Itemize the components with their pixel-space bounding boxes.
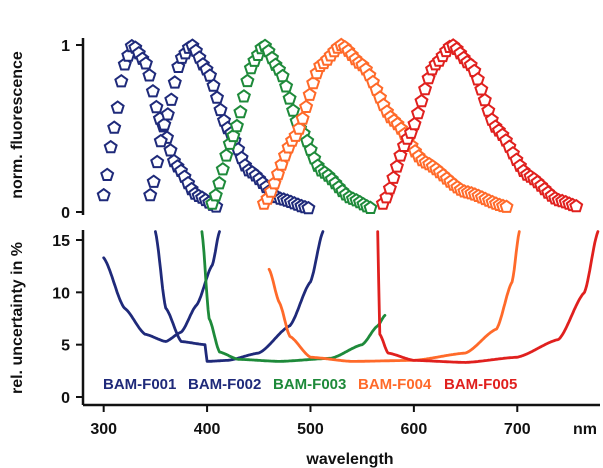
legend-label-bam-f005: BAM-F005 [444, 376, 517, 393]
spectrum-marker [146, 174, 161, 188]
spectrum-marker [236, 89, 251, 103]
spectrum-marker [393, 148, 408, 162]
spectrum-marker [212, 175, 227, 190]
spectrum-marker [301, 200, 316, 215]
spectrum-marker [418, 81, 433, 96]
spectrum-marker [302, 87, 317, 101]
bottom-y-tick-label: 5 [61, 338, 70, 355]
x-tick-label: 300 [90, 421, 117, 438]
spectrum-marker [306, 75, 321, 90]
spectrum-marker [414, 93, 429, 108]
legend-label-bam-f003: BAM-F003 [273, 376, 346, 393]
spectrum-marker [270, 166, 286, 181]
top-panel-ticks: 01 [61, 38, 83, 222]
legend-label-bam-f001: BAM-F001 [103, 376, 176, 393]
spectrum-marker [110, 100, 125, 114]
spectrum-marker [202, 68, 218, 82]
spectrum-marker [386, 170, 401, 184]
x-axis-title: wavelength [305, 451, 393, 468]
spectrum-marker [167, 75, 182, 89]
spectrum-marker [499, 199, 514, 213]
spectrum-marker [299, 99, 314, 113]
bottom-y-tick-label: 10 [52, 285, 70, 302]
spectrum-marker [292, 121, 307, 135]
spectrum-marker [206, 78, 221, 92]
spectrum-marker [233, 104, 248, 119]
spectrum-marker [477, 92, 492, 107]
spectrum-marker [150, 154, 165, 169]
spectrum-marker [389, 159, 404, 173]
spectrum-marker [382, 181, 397, 195]
spectrum-bam-f002 [143, 38, 316, 215]
top-y-tick-label: 0 [61, 205, 70, 222]
spectrum-marker [226, 128, 241, 143]
x-tick-label: 400 [194, 421, 221, 438]
x-axis-unit: nm [573, 421, 597, 438]
spectrum-marker [96, 187, 111, 202]
spectrum-marker [295, 111, 310, 125]
spectrum-marker [240, 73, 255, 88]
uncertainty-curve-bam-f004 [267, 230, 521, 363]
x-tick-label: 600 [401, 421, 428, 438]
spectrum-marker [279, 79, 294, 93]
spectrum-marker [275, 68, 290, 83]
bottom-y-tick-label: 15 [52, 233, 70, 250]
spectrum-marker [282, 91, 297, 105]
spectrum-marker [213, 102, 228, 117]
uncertainty-curve-bam-f005 [376, 230, 600, 364]
spectrum-marker [157, 117, 172, 131]
spectrum-marker [363, 200, 378, 214]
spectrum-marker [149, 99, 164, 114]
bottom-panel-ticks: 0 5 10 15 [52, 233, 83, 407]
top-y-tick-label: 1 [61, 38, 70, 55]
spectrum-marker [229, 118, 244, 133]
spectrum-bam-f005 [375, 38, 584, 213]
x-tick-label: 500 [297, 421, 324, 438]
spectrum-marker [474, 82, 489, 96]
spectrum-marker [407, 116, 422, 131]
spectrum-marker [219, 148, 234, 162]
spectrum-marker [103, 139, 118, 154]
uncertainty-curves [102, 230, 600, 364]
spectrum-marker [100, 167, 115, 181]
top-panel-y-axis-title: norm. fluorescence [9, 51, 26, 199]
spectrum-marker [164, 92, 179, 106]
bottom-y-tick-label: 0 [61, 390, 70, 407]
spectrum-marker [160, 107, 175, 121]
spectrum-marker [470, 71, 485, 86]
spectrum-marker [410, 105, 426, 120]
uncertainty-curve-bam-f003 [200, 230, 387, 363]
x-tick-label: 700 [504, 421, 531, 438]
spectrum-marker [286, 103, 301, 117]
fluorescence-spectra [96, 37, 584, 215]
spectrum-marker [569, 198, 584, 213]
bottom-panel-y-axis-title: rel. uncertainty in % [9, 242, 26, 394]
legend-label-bam-f004: BAM-F004 [358, 376, 432, 393]
spectrum-marker [142, 68, 157, 82]
spectrum-marker [153, 133, 168, 148]
spectrum-marker [209, 90, 225, 104]
spectrum-marker [143, 187, 158, 202]
spectrum-marker [138, 56, 153, 70]
spectrum-marker [163, 143, 178, 157]
spectrum-bam-f003 [205, 38, 378, 214]
uncertainty-curve-bam-f001 [102, 230, 221, 343]
spectrum-marker [145, 83, 160, 98]
legend: BAM-F001 BAM-F002 BAM-F003 BAM-F004 BAM-… [103, 376, 517, 393]
spectrum-marker [215, 161, 230, 176]
x-ticks: 300 400 500 600 700 [90, 405, 531, 438]
spectrum-marker [107, 120, 122, 134]
spectrum-marker [208, 187, 223, 202]
spectrum-marker [114, 73, 129, 88]
legend-label-bam-f002: BAM-F002 [188, 376, 261, 393]
